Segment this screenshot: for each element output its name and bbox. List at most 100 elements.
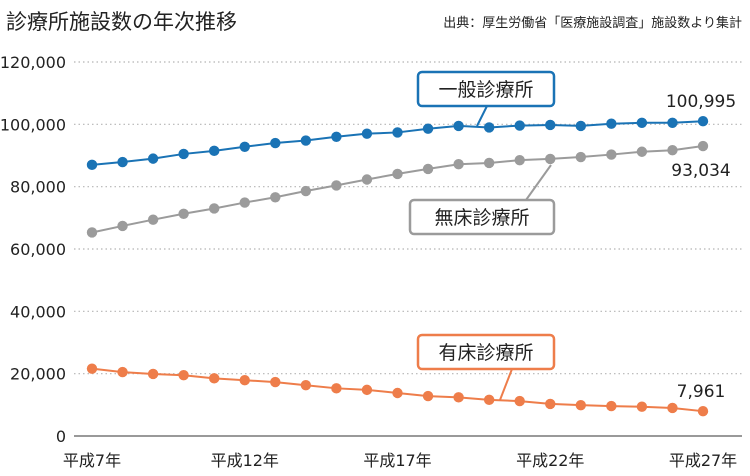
chart-source: 出典：厚生労働省「医療施設調査」施設数より集計 [443,16,742,31]
data-point [331,383,342,394]
data-point [147,368,159,380]
data-point [422,163,434,175]
x-tick-label: 平成7年 [63,451,121,470]
end-value-label: 93,034 [671,161,730,181]
data-point [606,149,617,160]
callout-有床診療所: 有床診療所 [416,333,556,401]
data-point [483,122,495,133]
axis-labels: 0 20,000 40,000 60,000 80,000 100,000 120,000 平… [0,53,737,470]
data-point [514,120,525,131]
data-point [331,180,342,191]
y-tick-label: 60,000 [10,240,66,259]
data-point [270,137,281,149]
data-point [453,159,464,170]
data-point [147,214,159,225]
data-point [209,203,220,214]
series-label: 有床診療所 [438,342,533,364]
data-point [483,157,495,169]
series-label: 一般診療所 [438,79,533,101]
series-有床診療所 [86,363,709,417]
data-point [117,220,128,232]
data-point [514,154,525,166]
data-point [545,398,556,410]
data-point [361,174,373,185]
data-point [178,148,189,160]
data-point [453,392,464,403]
callout-box [408,198,556,236]
callout-leader [476,105,488,127]
y-tick-label: 100,000 [0,115,66,134]
data-point [361,384,373,396]
data-point [697,116,709,127]
data-point [545,119,556,131]
y-tick-label: 40,000 [10,302,66,321]
data-point [239,141,250,152]
data-point [239,375,250,386]
data-point [636,146,648,157]
data-point [636,117,648,128]
y-tick-label: 120,000 [0,53,66,72]
data-point [117,156,128,168]
data-point [209,145,220,157]
series-group [86,116,709,417]
series-label: 無床診療所 [434,207,529,229]
data-point [667,117,678,128]
data-point [453,120,464,132]
y-tick-label: 20,000 [10,365,66,384]
end-value-label: 7,961 [677,382,726,402]
data-point [86,227,98,238]
y-tick-label: 0 [56,427,66,446]
data-point [86,363,98,374]
data-point [270,376,281,388]
y-tick-label: 80,000 [10,178,66,197]
data-point [514,395,525,407]
data-point [606,400,617,412]
end-value-label: 100,995 [666,92,736,112]
data-point [239,197,250,208]
data-point [392,127,403,138]
callout-box [416,70,556,108]
data-point [422,390,434,402]
data-point [697,140,709,152]
data-point [270,192,281,203]
x-tick-label: 平成22年 [516,451,584,470]
data-point [178,370,189,381]
data-point [606,118,617,129]
end-labels: 100,995 93,034 7,961 [666,92,736,402]
data-point [392,168,403,180]
callout-無床診療所: 無床診療所 [408,164,556,236]
chart-title: 診療所施設数の年次推移 [6,10,237,34]
x-tick-label: 平成12年 [211,451,279,470]
data-point [636,401,648,412]
data-point [667,145,678,156]
callout-一般診療所: 一般診療所 [416,70,556,127]
gridlines [74,61,742,437]
series-無床診療所 [86,140,709,238]
data-point [667,402,678,414]
data-point [300,135,312,146]
data-point [117,366,128,378]
data-point [209,373,220,384]
data-point [331,131,342,142]
callout-box [416,333,556,371]
series-一般診療所 [86,116,709,171]
callout-leader [499,368,513,401]
data-point [575,399,586,411]
data-point [422,123,434,134]
callout-leader [525,164,552,201]
data-point [483,394,495,406]
data-point [575,151,586,163]
data-point [392,387,403,399]
data-point [697,405,709,417]
data-point [575,120,586,132]
x-tick-label: 平成17年 [363,451,431,470]
x-tick-label: 平成27年 [669,451,737,470]
data-point [361,128,373,139]
data-point [300,185,312,197]
data-point [178,208,189,219]
data-point [545,153,556,165]
data-point [86,159,98,171]
data-point [300,379,312,391]
